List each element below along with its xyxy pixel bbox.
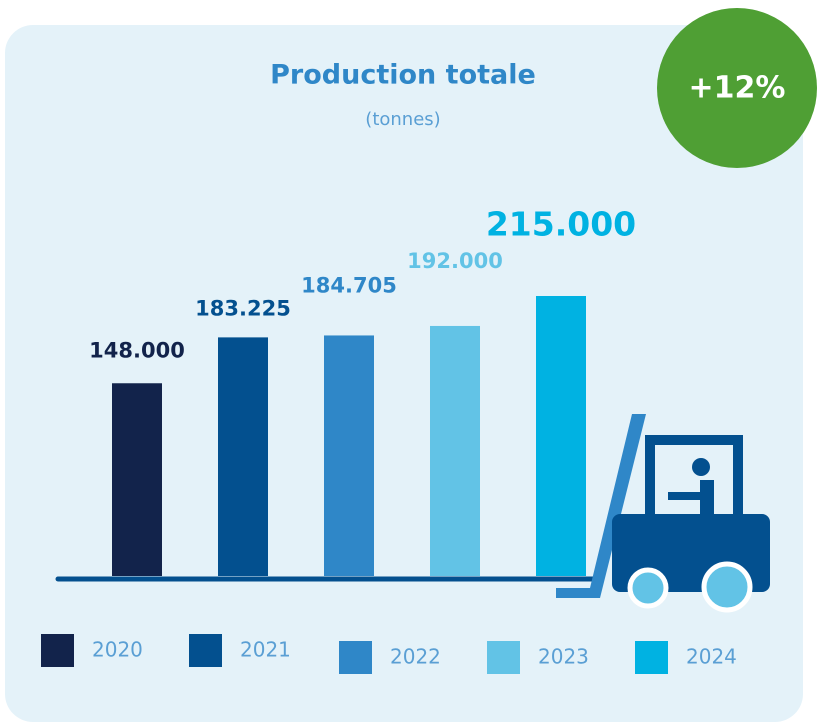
bar bbox=[430, 326, 480, 576]
legend-label: 2022 bbox=[390, 645, 441, 669]
value-label: 183.225 bbox=[195, 296, 291, 320]
legend-label: 2023 bbox=[538, 645, 589, 669]
legend-swatch bbox=[339, 641, 372, 674]
value-label: 184.705 bbox=[301, 273, 397, 297]
chart: +12% Production totale (tonnes) 148.000 1… bbox=[0, 0, 819, 728]
bar bbox=[324, 335, 374, 576]
legend-label: 2020 bbox=[92, 638, 143, 662]
legend-swatch bbox=[41, 634, 74, 667]
legend-swatch bbox=[635, 641, 668, 674]
value-label: 192.000 bbox=[407, 249, 503, 273]
badge-text: +12% bbox=[689, 71, 786, 106]
chart-subtitle: (tonnes) bbox=[365, 109, 440, 130]
legend-label: 2021 bbox=[240, 638, 291, 662]
legend-label: 2024 bbox=[686, 645, 737, 669]
legend-swatch bbox=[189, 634, 222, 667]
bar bbox=[112, 383, 162, 576]
bar bbox=[536, 296, 586, 576]
legend-swatch bbox=[487, 641, 520, 674]
bar bbox=[218, 337, 268, 576]
page: +12% Production totale (tonnes) 148.000 1… bbox=[0, 0, 819, 728]
value-label: 148.000 bbox=[89, 338, 185, 362]
chart-title: Production totale bbox=[270, 60, 536, 91]
value-label: 215.000 bbox=[486, 205, 636, 244]
